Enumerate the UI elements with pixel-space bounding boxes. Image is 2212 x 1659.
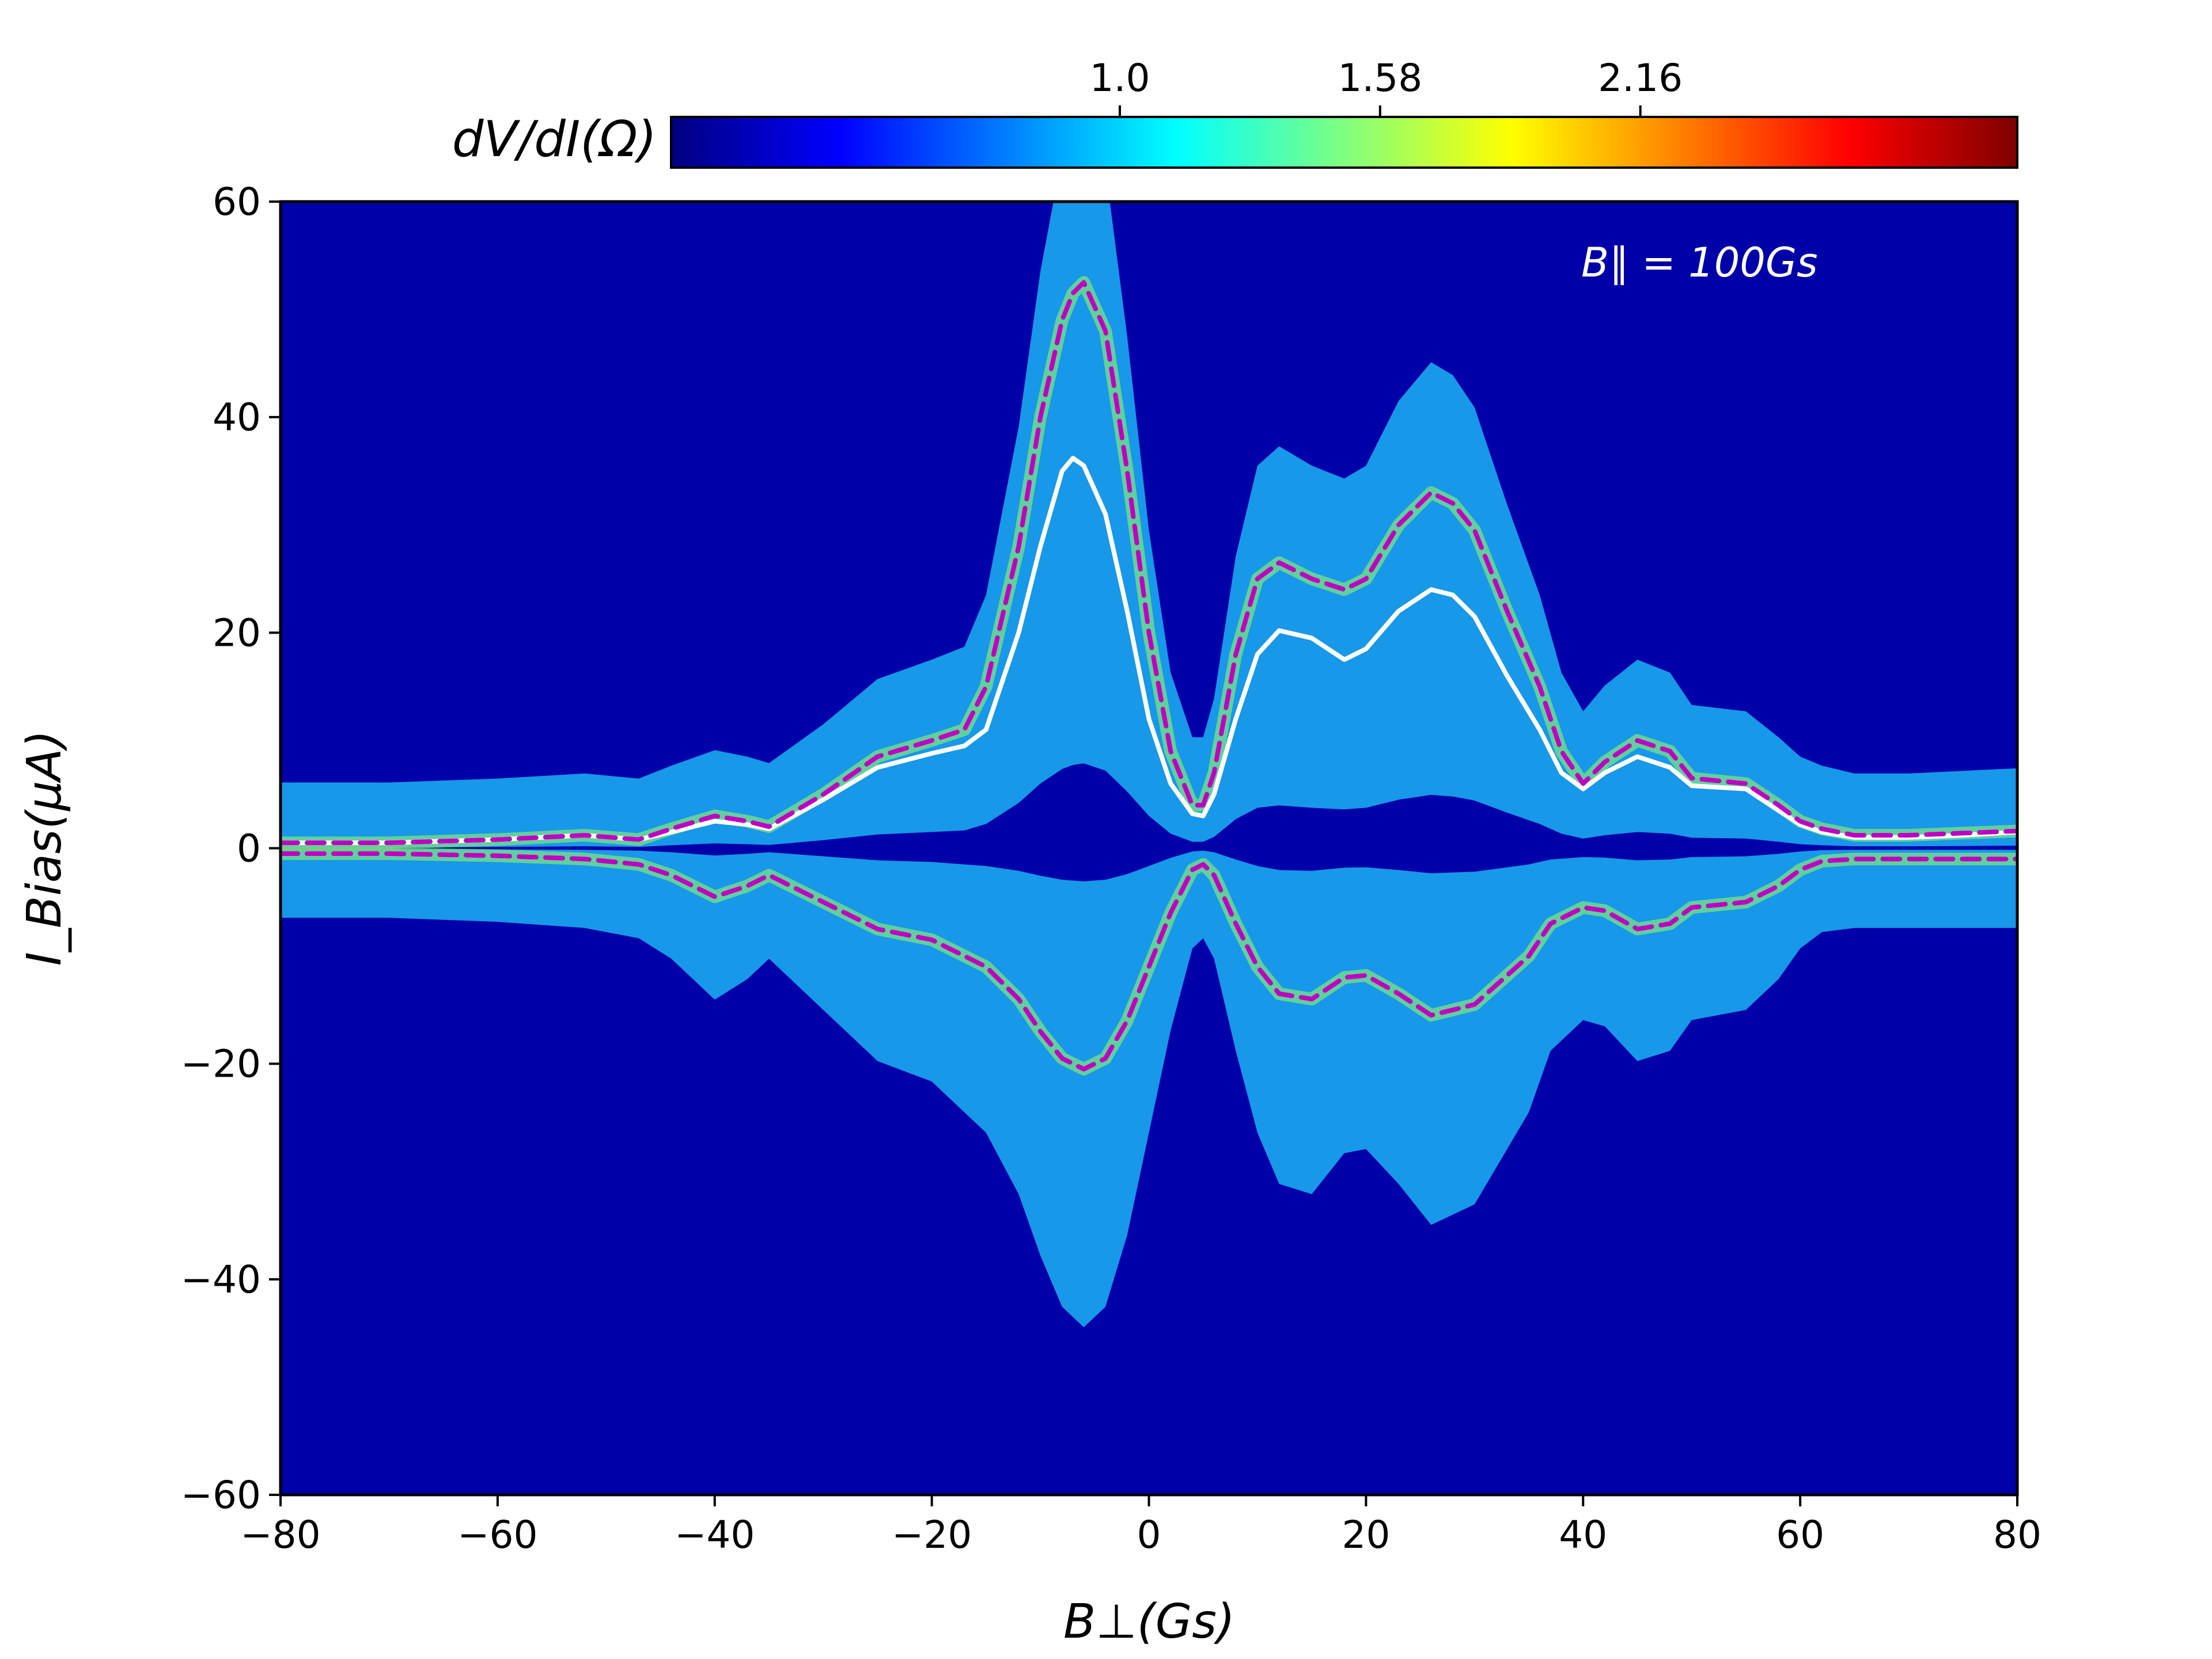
x-axis: −80 −60 −40 −20 0 20 40 60 80 — [240, 1495, 2041, 1557]
plot-background — [281, 202, 2017, 1495]
annotation-text: B∥ = 100Gs — [1581, 239, 1818, 286]
x-tick-label: 20 — [1342, 1513, 1390, 1557]
series-line-2 — [281, 280, 2017, 846]
y-tick-label: 40 — [213, 395, 261, 440]
colorbar-tick-label: 2.16 — [1598, 56, 1683, 100]
colorbar-ticks: 1.0 1.58 2.16 — [1090, 56, 1683, 117]
y-tick-label: 20 — [213, 611, 261, 655]
x-tick-label: 40 — [1559, 1513, 1607, 1557]
x-tick-label: 80 — [1993, 1513, 2041, 1557]
x-tick-label: −20 — [892, 1513, 972, 1557]
x-axis-label: B⊥(Gs) — [1063, 1594, 1235, 1649]
series-line-3 — [281, 851, 2017, 1071]
x-tick-label: 0 — [1137, 1513, 1161, 1557]
colorbar-gradient — [670, 116, 2018, 169]
y-tick-label: −40 — [181, 1257, 261, 1302]
y-tick-label: 0 — [237, 827, 261, 871]
colorbar-label: dV/dI(Ω) — [452, 111, 657, 168]
colorbar-tick-label: 1.0 — [1090, 56, 1150, 100]
x-tick-label: 60 — [1776, 1513, 1824, 1557]
series-line-1 — [281, 456, 2017, 846]
y-tick-label: −20 — [181, 1042, 261, 1086]
heatmap-plot: B∥ = 100Gs — [279, 200, 2019, 1497]
series-layer — [281, 280, 2017, 1071]
x-tick-label: −60 — [457, 1513, 537, 1557]
heat-band-lower — [281, 849, 2017, 1328]
x-tick-label: −40 — [675, 1513, 755, 1557]
y-axis-label: I_Bias(μA) — [17, 730, 72, 965]
colorbar-tick-label: 1.58 — [1338, 56, 1422, 100]
colorbar: 1.0 1.58 2.16 dV/dI(Ω) — [452, 56, 2018, 169]
y-tick-label: −60 — [181, 1473, 261, 1517]
y-axis: −60 −40 −20 0 20 40 60 — [181, 180, 281, 1517]
y-tick-label: 60 — [213, 180, 261, 224]
x-tick-label: −80 — [240, 1513, 320, 1557]
